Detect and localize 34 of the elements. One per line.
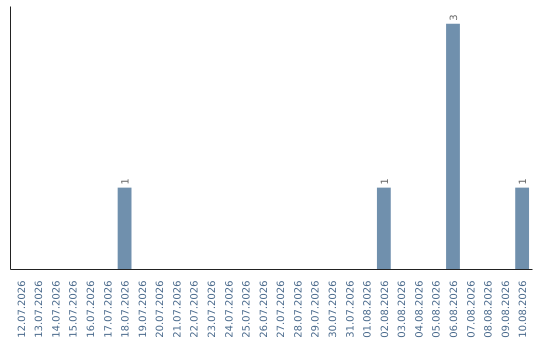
data-label: 3 [448,14,460,21]
x-tick-label: 06.08.2026 [448,280,460,338]
x-tick-label: 04.08.2026 [414,280,426,338]
data-label: 1 [380,178,391,185]
x-tick-label: 26.07.2026 [258,280,270,338]
x-tick-label: 07.08.2026 [466,280,478,338]
x-tick-label: 27.07.2026 [276,280,288,338]
x-tick-label: 28.07.2026 [293,280,304,338]
x-tick-label: 15.07.2026 [68,280,80,338]
x-tick-label: 13.07.2026 [34,280,46,338]
x-tick-label: 22.07.2026 [190,280,201,338]
x-tick-label: 08.08.2026 [484,280,495,338]
x-tick-label: 14.07.2026 [51,280,62,338]
x-tick-label: 31.07.2026 [345,280,356,338]
x-tick-label: 20.07.2026 [155,280,166,338]
x-tick-label: 25.07.2026 [242,280,253,338]
x-tick-label: 01.08.2026 [362,280,374,338]
data-label: 1 [120,178,132,185]
x-tick-label: 10.08.2026 [518,280,530,338]
x-tick-label: 19.07.2026 [138,280,149,338]
x-tick-label: 09.08.2026 [500,280,512,338]
x-tick-label: 30.07.2026 [328,280,339,338]
x-tick-label: 17.07.2026 [103,280,114,338]
x-tick-label: 12.07.2026 [16,280,28,338]
x-tick-label: 24.07.2026 [224,280,236,338]
data-label: 1 [518,178,530,185]
x-tick-label: 23.07.2026 [207,280,218,338]
x-tick-label: 05.08.2026 [432,280,443,338]
x-tick-label: 02.08.2026 [380,280,391,338]
x-tick-label: 29.07.2026 [310,280,322,338]
x-tick-label: 16.07.2026 [86,280,98,338]
x-tick-label: 03.08.2026 [397,280,408,338]
x-tick-label: 18.07.2026 [120,280,132,338]
x-tick-label: 21.07.2026 [172,280,184,338]
